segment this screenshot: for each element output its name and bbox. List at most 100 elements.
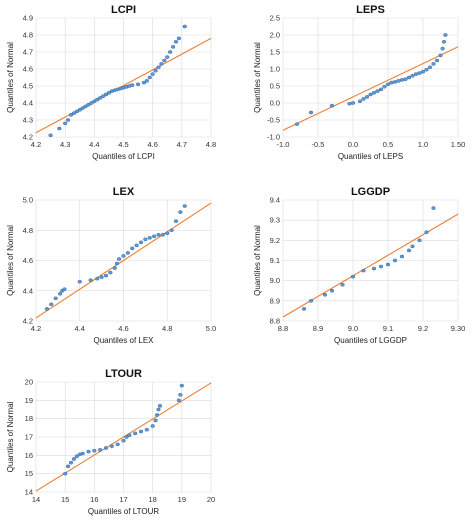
data-point — [144, 427, 149, 432]
data-point — [329, 288, 335, 293]
data-point — [403, 77, 408, 81]
y-tick-label: -1.0 — [267, 133, 280, 142]
data-point — [53, 296, 58, 301]
data-point — [92, 99, 97, 104]
data-point — [357, 99, 363, 104]
x-tick-label: 15 — [61, 495, 69, 504]
data-point — [340, 282, 345, 287]
data-point — [378, 264, 384, 269]
data-point — [147, 236, 152, 240]
data-point — [48, 133, 53, 138]
data-point — [168, 50, 173, 54]
y-tick-label: 0.5 — [270, 82, 280, 91]
y-tick-label: 1.5 — [270, 48, 280, 57]
y-tick-label: 0.0 — [270, 99, 280, 108]
x-tick-label: 14 — [32, 495, 40, 504]
x-tick-label: 9.1 — [383, 324, 393, 333]
data-point — [114, 261, 120, 266]
x-axis-label: Quantiles of LEX — [93, 336, 154, 345]
data-point — [127, 433, 132, 437]
data-point — [71, 111, 77, 115]
x-tick-label: 0.0 — [348, 140, 358, 149]
y-tick-label: 17 — [25, 433, 33, 442]
data-point — [138, 429, 144, 434]
y-tick-label: 2.5 — [270, 14, 280, 23]
data-point — [150, 72, 155, 76]
x-tick-label: 4.8 — [162, 324, 172, 333]
data-point — [95, 276, 100, 281]
x-tick-label: 4.3 — [60, 140, 70, 149]
x-tick-label: 4.4 — [89, 140, 99, 149]
data-point — [62, 287, 67, 292]
data-point — [176, 36, 182, 41]
y-axis-label: Quantiles of Normal — [6, 225, 15, 296]
x-tick-label: 4.7 — [177, 140, 187, 149]
data-point — [165, 55, 170, 59]
data-point — [178, 210, 183, 214]
data-point — [95, 97, 100, 102]
data-point — [57, 291, 63, 296]
x-tick-label: -1.0 — [277, 140, 290, 149]
x-tick-label: 0.5 — [383, 140, 393, 149]
data-point — [77, 108, 82, 112]
data-point — [350, 101, 356, 105]
data-point — [417, 238, 422, 243]
chart-lcpi: 4.2 4.3 4.4 4.5 4.6 4.7 4.8 4.2 4.3 4.4 4.5 4.6 4.7 4… — [6, 4, 216, 161]
chart-title: LCPI — [111, 4, 136, 16]
y-tick-label: 4.4 — [23, 99, 33, 108]
y-tick-label: 9.1 — [270, 256, 280, 265]
x-tick-label: 8.8 — [278, 324, 288, 333]
data-point — [308, 299, 314, 303]
data-point — [80, 451, 85, 456]
data-point — [115, 442, 120, 447]
data-point — [162, 58, 167, 63]
data-point — [361, 268, 366, 273]
data-point — [413, 72, 419, 76]
data-point — [178, 393, 183, 397]
x-tick-label: 18 — [148, 495, 156, 504]
y-tick-label: 14 — [25, 488, 33, 497]
x-axis-label: Quantiles of LCPI — [92, 152, 155, 161]
data-point — [424, 67, 429, 72]
y-tick-label: 4.2 — [23, 317, 33, 326]
x-tick-label: 4.5 — [118, 140, 128, 149]
data-point — [117, 257, 122, 261]
data-point — [125, 251, 130, 255]
data-point — [112, 266, 117, 270]
chart-lex: 4.2 4.4 4.6 4.8 5.0 4.2 4.4 4.6 4.8 5.0 LEX Quantil… — [6, 186, 216, 345]
data-point — [156, 232, 161, 237]
chart-leps: -1.0 -0.5 0.0 0.5 1.0 1.50 -1.0 -0.5 0.0 0.5 1.0 1.… — [253, 4, 465, 161]
x-axis-label: Quantiles of LTOUR — [88, 507, 160, 516]
x-tick-label: 5.0 — [206, 324, 216, 333]
data-point — [179, 383, 184, 388]
data-point — [86, 102, 91, 107]
data-point — [392, 80, 398, 84]
chart-title: LEX — [113, 186, 135, 198]
y-tick-label: 4.6 — [23, 65, 33, 74]
data-point — [308, 110, 314, 115]
data-point — [441, 40, 447, 44]
y-tick-label: 18 — [25, 414, 33, 423]
data-point — [68, 460, 74, 465]
y-tick-label: 15 — [25, 469, 33, 478]
x-tick-label: 17 — [119, 495, 127, 504]
data-point — [392, 258, 398, 263]
chart-ltour: 14 15 16 17 18 19 20 14 15 16 17 18 19 20 LTOUR Quantil… — [6, 368, 215, 516]
data-point — [98, 96, 103, 100]
data-point — [389, 80, 394, 85]
data-point — [424, 230, 429, 235]
x-axis-label: Quantiles of LEPS — [338, 152, 403, 161]
data-point — [98, 448, 103, 452]
data-point — [103, 92, 109, 97]
data-point — [153, 418, 158, 423]
data-point — [103, 446, 109, 450]
data-point — [100, 94, 106, 98]
data-point — [159, 62, 164, 66]
y-tick-label: 9.3 — [270, 216, 280, 225]
data-point — [157, 404, 163, 408]
x-tick-label: 4.2 — [31, 324, 41, 333]
data-point — [80, 106, 85, 110]
x-axis-label: Quantiles of LGGDP — [334, 336, 407, 345]
data-point — [77, 279, 82, 284]
